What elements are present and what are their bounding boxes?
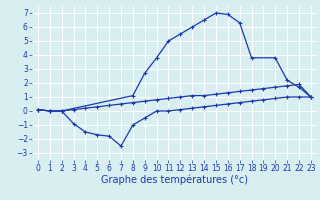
X-axis label: Graphe des températures (°c): Graphe des températures (°c) [101,175,248,185]
